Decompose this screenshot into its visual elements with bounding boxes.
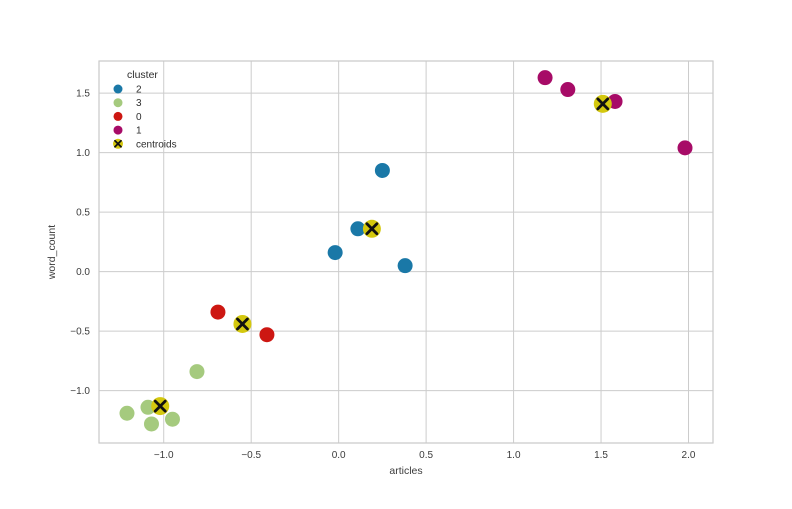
data-point <box>374 162 390 178</box>
data-point <box>259 327 275 343</box>
plot-border <box>98 60 714 444</box>
legend-title: cluster <box>127 69 158 81</box>
x-tick-label: 0.5 <box>419 450 433 461</box>
y-axis-title: word_count <box>46 225 58 280</box>
y-tick-label: −0.5 <box>70 327 90 338</box>
y-tick-label: 1.0 <box>76 148 90 159</box>
legend-label: 1 <box>136 126 142 137</box>
data-point <box>397 258 413 274</box>
y-tick-label: 1.5 <box>76 89 90 100</box>
data-point <box>119 405 135 421</box>
legend-items: 2 3 0 1 centroids <box>113 84 177 150</box>
data-point <box>210 304 226 320</box>
legend-marker <box>113 98 123 108</box>
legend-item: centroids <box>113 138 177 150</box>
gridlines <box>99 61 713 443</box>
legend-label: 0 <box>136 112 142 123</box>
centroid-x-icon <box>236 317 249 331</box>
centroid-x-icon <box>153 399 167 413</box>
x-tick-label: 1.5 <box>594 450 608 461</box>
x-axis-tick-labels: −1.0 −0.5 0.0 0.5 1.0 1.5 2.0 <box>154 450 696 461</box>
y-axis-tick-labels: 1.5 1.0 0.5 0.0 −0.5 −1.0 <box>70 89 90 398</box>
data-point <box>143 416 159 432</box>
data-point <box>350 221 366 237</box>
data-point <box>560 82 576 98</box>
centroid-x-icon <box>114 139 122 148</box>
data-point <box>189 364 205 380</box>
x-tick-label: −1.0 <box>154 450 174 461</box>
x-tick-label: 2.0 <box>682 450 696 461</box>
y-tick-label: 0.5 <box>76 208 90 219</box>
data-point <box>677 140 693 156</box>
data-point <box>537 70 553 86</box>
x-tick-label: 0.0 <box>332 450 346 461</box>
data-point <box>164 411 180 427</box>
legend-item: 2 <box>113 84 142 96</box>
legend-label: 2 <box>136 85 142 96</box>
data-points <box>119 70 693 432</box>
y-tick-label: −1.0 <box>70 386 90 397</box>
y-tick-label: 0.0 <box>76 267 90 278</box>
legend-item: 0 <box>113 111 142 123</box>
legend-item: 3 <box>113 98 142 109</box>
legend-marker <box>113 111 123 121</box>
x-axis-title: articles <box>389 465 422 477</box>
data-point <box>327 245 343 261</box>
legend: cluster 2 3 0 1 centroids <box>113 69 177 150</box>
legend-label: centroids <box>136 139 177 150</box>
legend-marker <box>113 84 123 94</box>
legend-marker <box>113 125 123 135</box>
legend-label: 3 <box>136 98 142 109</box>
x-tick-label: −0.5 <box>241 450 261 461</box>
x-tick-label: 1.0 <box>507 450 521 461</box>
legend-item: 1 <box>113 125 142 137</box>
centroid-x-icon <box>596 97 610 111</box>
centroid-x-icon <box>365 222 379 236</box>
